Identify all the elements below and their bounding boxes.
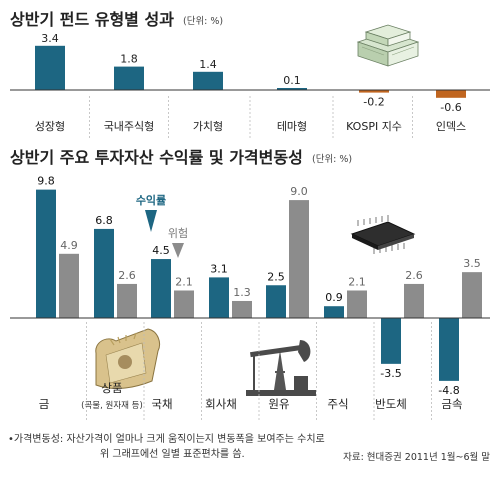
return-bar-2 [151,259,171,318]
asset-category-label-6: 반도체 [375,397,407,411]
return-value-label-2: 4.5 [152,244,170,257]
fund-bar-1 [114,66,144,90]
fund-value-label-2: 1.4 [199,58,217,71]
chart-canvas: 상반기 펀드 유형별 성과 (단위: %) 3.4 1.8 1.4 0.1 -0.2 -0… [10,10,490,420]
return-value-label-5: 0.9 [325,291,343,304]
risk-value-label-5: 2.1 [348,275,366,288]
risk-bar-2 [174,290,194,318]
asset-category-label-5: 주식 [327,397,348,411]
return-bar-4 [266,285,286,318]
risk-bar-5 [347,290,367,318]
return-bar-0 [36,189,56,318]
legend-return-label: 수익률 [136,194,166,207]
risk-bar-7 [462,272,482,318]
footnote: •가격변동성: 자산가격이 얼마나 크게 움직이는지 변동폭을 보여주는 수치로… [8,432,496,462]
grain-sack-icon [95,328,161,389]
chart1-title: 상반기 펀드 유형별 성과 [10,10,174,29]
legend-risk-pointer [172,243,184,258]
asset-category-label-2: 국채 [151,397,172,411]
chart2-unit: (단위: %) [312,153,352,165]
fund-value-label-4: -0.2 [363,96,384,109]
footnote-line2: 위 그래프에선 일별 표준편차를 씀. [100,449,245,460]
fund-bar-5 [436,90,466,98]
return-value-label-1: 6.8 [95,214,113,227]
asset-category-sublabel-1: (곡물, 원자재 등) [81,401,143,411]
fund-value-label-3: 0.1 [283,74,301,87]
fund-category-label-2: 가치형 [193,120,223,133]
chart1-unit: (단위: %) [183,15,223,27]
risk-value-label-3: 1.3 [233,286,251,299]
legend-risk-label: 위험 [168,227,188,240]
fund-category-label-0: 성장형 [35,120,65,133]
return-value-label-7: -4.8 [438,384,459,397]
return-value-label-3: 3.1 [210,262,228,275]
fund-bar-2 [193,71,223,90]
asset-category-label-4: 원유 [268,397,289,411]
risk-value-label-0: 4.9 [60,239,78,252]
chart2-title: 상반기 주요 투자자산 수익률 및 가격변동성 [10,148,303,167]
asset-category-label-7: 금속 [441,397,462,411]
return-value-label-0: 9.8 [37,175,55,188]
asset-category-label-0: 금 [39,397,50,411]
money-stack-icon [356,24,420,67]
asset-category-label-3: 회사채 [205,397,237,411]
risk-value-label-7: 3.5 [463,257,481,270]
return-value-label-4: 2.5 [267,270,285,283]
legend-return-pointer [145,210,157,232]
fund-value-label-1: 1.8 [120,53,138,66]
risk-bar-6 [404,283,424,318]
risk-bar-0 [59,253,79,318]
asset-category-label-1: 상품 [101,381,122,395]
microchip-icon [350,215,416,254]
return-bar-1 [94,228,114,318]
fund-bar-3 [277,88,307,90]
return-bar-5 [324,306,344,318]
fund-bar-0 [35,45,65,90]
footnote-line1: •가격변동성: 자산가격이 얼마나 크게 움직이는지 변동폭을 보여주는 수치로 [8,434,325,445]
risk-value-label-1: 2.6 [118,269,136,282]
risk-value-label-4: 9.0 [290,185,308,198]
risk-bar-1 [117,283,137,318]
source-note: 자료: 현대증권 2011년 1월~6월 말 [343,452,490,463]
risk-value-label-6: 2.6 [405,269,423,282]
return-bar-6 [381,318,401,364]
return-bar-3 [209,277,229,318]
fund-value-label-0: 3.4 [41,32,59,45]
fund-value-label-5: -0.6 [440,101,461,114]
fund-category-label-5: 인덱스 [436,120,466,133]
oil-pump-icon [246,340,316,396]
return-bar-7 [439,318,459,381]
fund-category-label-3: 테마형 [277,120,307,133]
risk-bar-4 [289,200,309,318]
fund-category-label-1: 국내주식형 [104,120,155,133]
fund-bar-4 [359,90,389,93]
return-value-label-6: -3.5 [380,367,401,380]
risk-bar-3 [232,300,252,318]
risk-value-label-2: 2.1 [175,275,193,288]
fund-category-label-4: KOSPI 지수 [346,120,402,133]
